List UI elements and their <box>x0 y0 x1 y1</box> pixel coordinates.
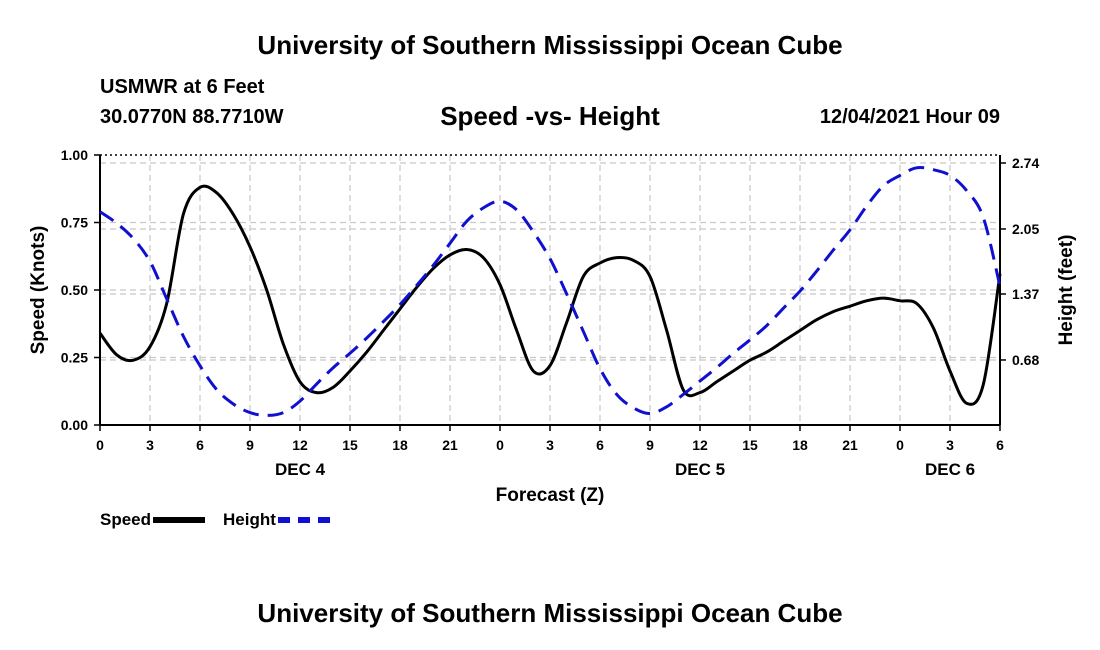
x-tick-label: 0 <box>896 437 904 453</box>
height-series-line <box>99 165 1002 417</box>
chart-title: Speed -vs- Height <box>440 101 660 131</box>
x-axis-title: Forecast (Z) <box>496 485 605 506</box>
y2-tick-label: 2.74 <box>1012 155 1039 171</box>
legend-speed-swatch <box>153 517 206 523</box>
x-tick-label: 0 <box>496 437 504 453</box>
y-axis-title: Speed (Knots) <box>28 226 49 355</box>
y2-tick-label: 0.68 <box>1012 352 1039 368</box>
legend-height-swatch <box>277 517 330 523</box>
day-label: DEC 6 <box>925 460 975 479</box>
y-tick-label: 0.25 <box>61 350 88 366</box>
station-name: USMWR at 6 Feet <box>100 76 265 98</box>
y-tick-label: 0.00 <box>61 417 88 433</box>
legend-speed-label: Speed <box>100 510 152 529</box>
x-tick-label: 6 <box>996 437 1004 453</box>
y-tick-label: 0.75 <box>61 215 88 231</box>
x-tick-label: 21 <box>842 437 858 453</box>
y2-axis-title: Height (feet) <box>1056 235 1077 346</box>
y2-tick-label: 1.37 <box>1012 286 1039 302</box>
x-tick-label: 0 <box>96 437 104 453</box>
y-tick-label: 1.00 <box>61 147 88 163</box>
legend-height-label: Height <box>223 510 276 529</box>
forecast-datetime: 12/04/2021 Hour 09 <box>819 106 1000 128</box>
x-tick-label: 3 <box>546 437 554 453</box>
y2-tick-label: 2.05 <box>1012 221 1039 237</box>
page-title: University of Southern Mississippi Ocean… <box>257 30 843 60</box>
y-tick-label: 0.50 <box>61 282 88 298</box>
x-tick-label: 6 <box>196 437 204 453</box>
x-tick-label: 15 <box>742 437 758 453</box>
day-label: DEC 5 <box>675 460 725 479</box>
x-tick-label: 18 <box>392 437 408 453</box>
x-tick-label: 3 <box>946 437 954 453</box>
x-tick-label: 12 <box>692 437 708 453</box>
x-tick-label: 21 <box>442 437 458 453</box>
x-tick-label: 9 <box>246 437 254 453</box>
footer-title: University of Southern Mississippi Ocean… <box>257 598 843 628</box>
legend: Speed Height <box>100 508 348 532</box>
station-coordinates: 30.0770N 88.7710W <box>100 106 284 128</box>
x-tick-label: 12 <box>292 437 308 453</box>
x-tick-label: 6 <box>596 437 604 453</box>
speed-series-line <box>98 184 1002 406</box>
x-tick-label: 18 <box>792 437 808 453</box>
day-label: DEC 4 <box>275 460 326 479</box>
x-tick-label: 3 <box>146 437 154 453</box>
x-tick-label: 15 <box>342 437 358 453</box>
x-tick-label: 9 <box>646 437 654 453</box>
